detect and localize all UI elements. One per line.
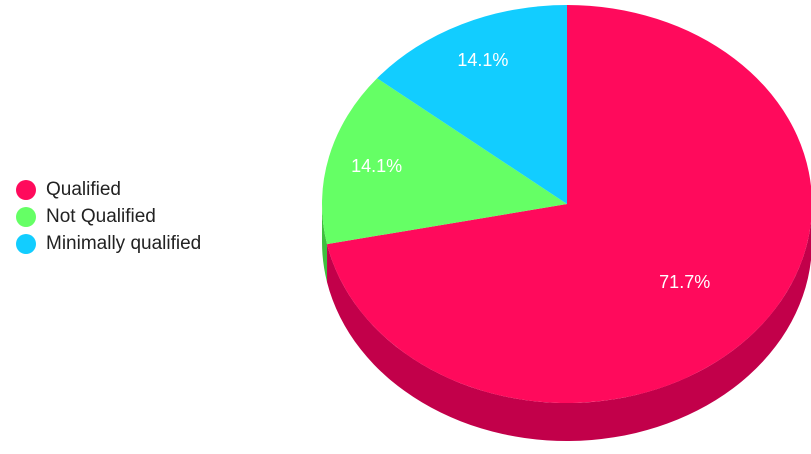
legend-swatch-qualified — [16, 179, 36, 200]
legend-item-minimally-qualified[interactable]: Minimally qualified — [16, 230, 201, 257]
legend-swatch-not-qualified — [16, 206, 36, 227]
legend-swatch-minimally-qualified — [16, 233, 36, 254]
legend-item-not-qualified[interactable]: Not Qualified — [16, 203, 201, 230]
pie-label-not-qualified: 14.1% — [351, 156, 402, 176]
legend-label: Minimally qualified — [46, 232, 202, 254]
pie-label-minimally-qualified: 14.1% — [457, 50, 508, 70]
pie-slices — [322, 5, 811, 403]
chart-legend: Qualified Not Qualified Minimally qualif… — [16, 176, 201, 257]
pie-3d-sides — [322, 204, 811, 441]
legend-label: Not Qualified — [46, 205, 156, 227]
pie-slice-not-qualified[interactable] — [322, 78, 567, 245]
pie-labels: 71.7% 14.1% 14.1% — [351, 50, 710, 292]
pie-side-not-qualified — [322, 204, 328, 283]
pie-slice-minimally-qualified[interactable] — [377, 5, 567, 204]
pie-side-qualified — [327, 221, 811, 441]
pie-slice-qualified[interactable] — [327, 5, 811, 403]
legend-label: Qualified — [46, 178, 121, 200]
legend-item-qualified[interactable]: Qualified — [16, 176, 201, 203]
pie-label-qualified: 71.7% — [659, 272, 710, 292]
